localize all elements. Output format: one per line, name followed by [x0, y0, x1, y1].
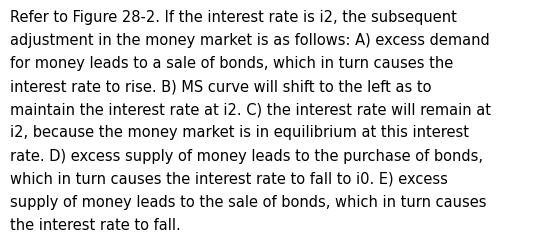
Text: for money leads to a sale of bonds, which in turn causes the: for money leads to a sale of bonds, whic…	[10, 56, 453, 71]
Text: maintain the interest rate at i2. C) the interest rate will remain at: maintain the interest rate at i2. C) the…	[10, 102, 491, 117]
Text: supply of money leads to the sale of bonds, which in turn causes: supply of money leads to the sale of bon…	[10, 194, 487, 209]
Text: the interest rate to fall.: the interest rate to fall.	[10, 217, 181, 232]
Text: adjustment in the money market is as follows: A) excess demand: adjustment in the money market is as fol…	[10, 33, 490, 48]
Text: Refer to Figure 28-2. If the interest rate is i2, the subsequent: Refer to Figure 28-2. If the interest ra…	[10, 10, 457, 25]
Text: which in turn causes the interest rate to fall to i0. E) excess: which in turn causes the interest rate t…	[10, 171, 448, 186]
Text: interest rate to rise. B) MS curve will shift to the left as to: interest rate to rise. B) MS curve will …	[10, 79, 431, 94]
Text: i2, because the money market is in equilibrium at this interest: i2, because the money market is in equil…	[10, 125, 469, 140]
Text: rate. D) excess supply of money leads to the purchase of bonds,: rate. D) excess supply of money leads to…	[10, 148, 483, 163]
